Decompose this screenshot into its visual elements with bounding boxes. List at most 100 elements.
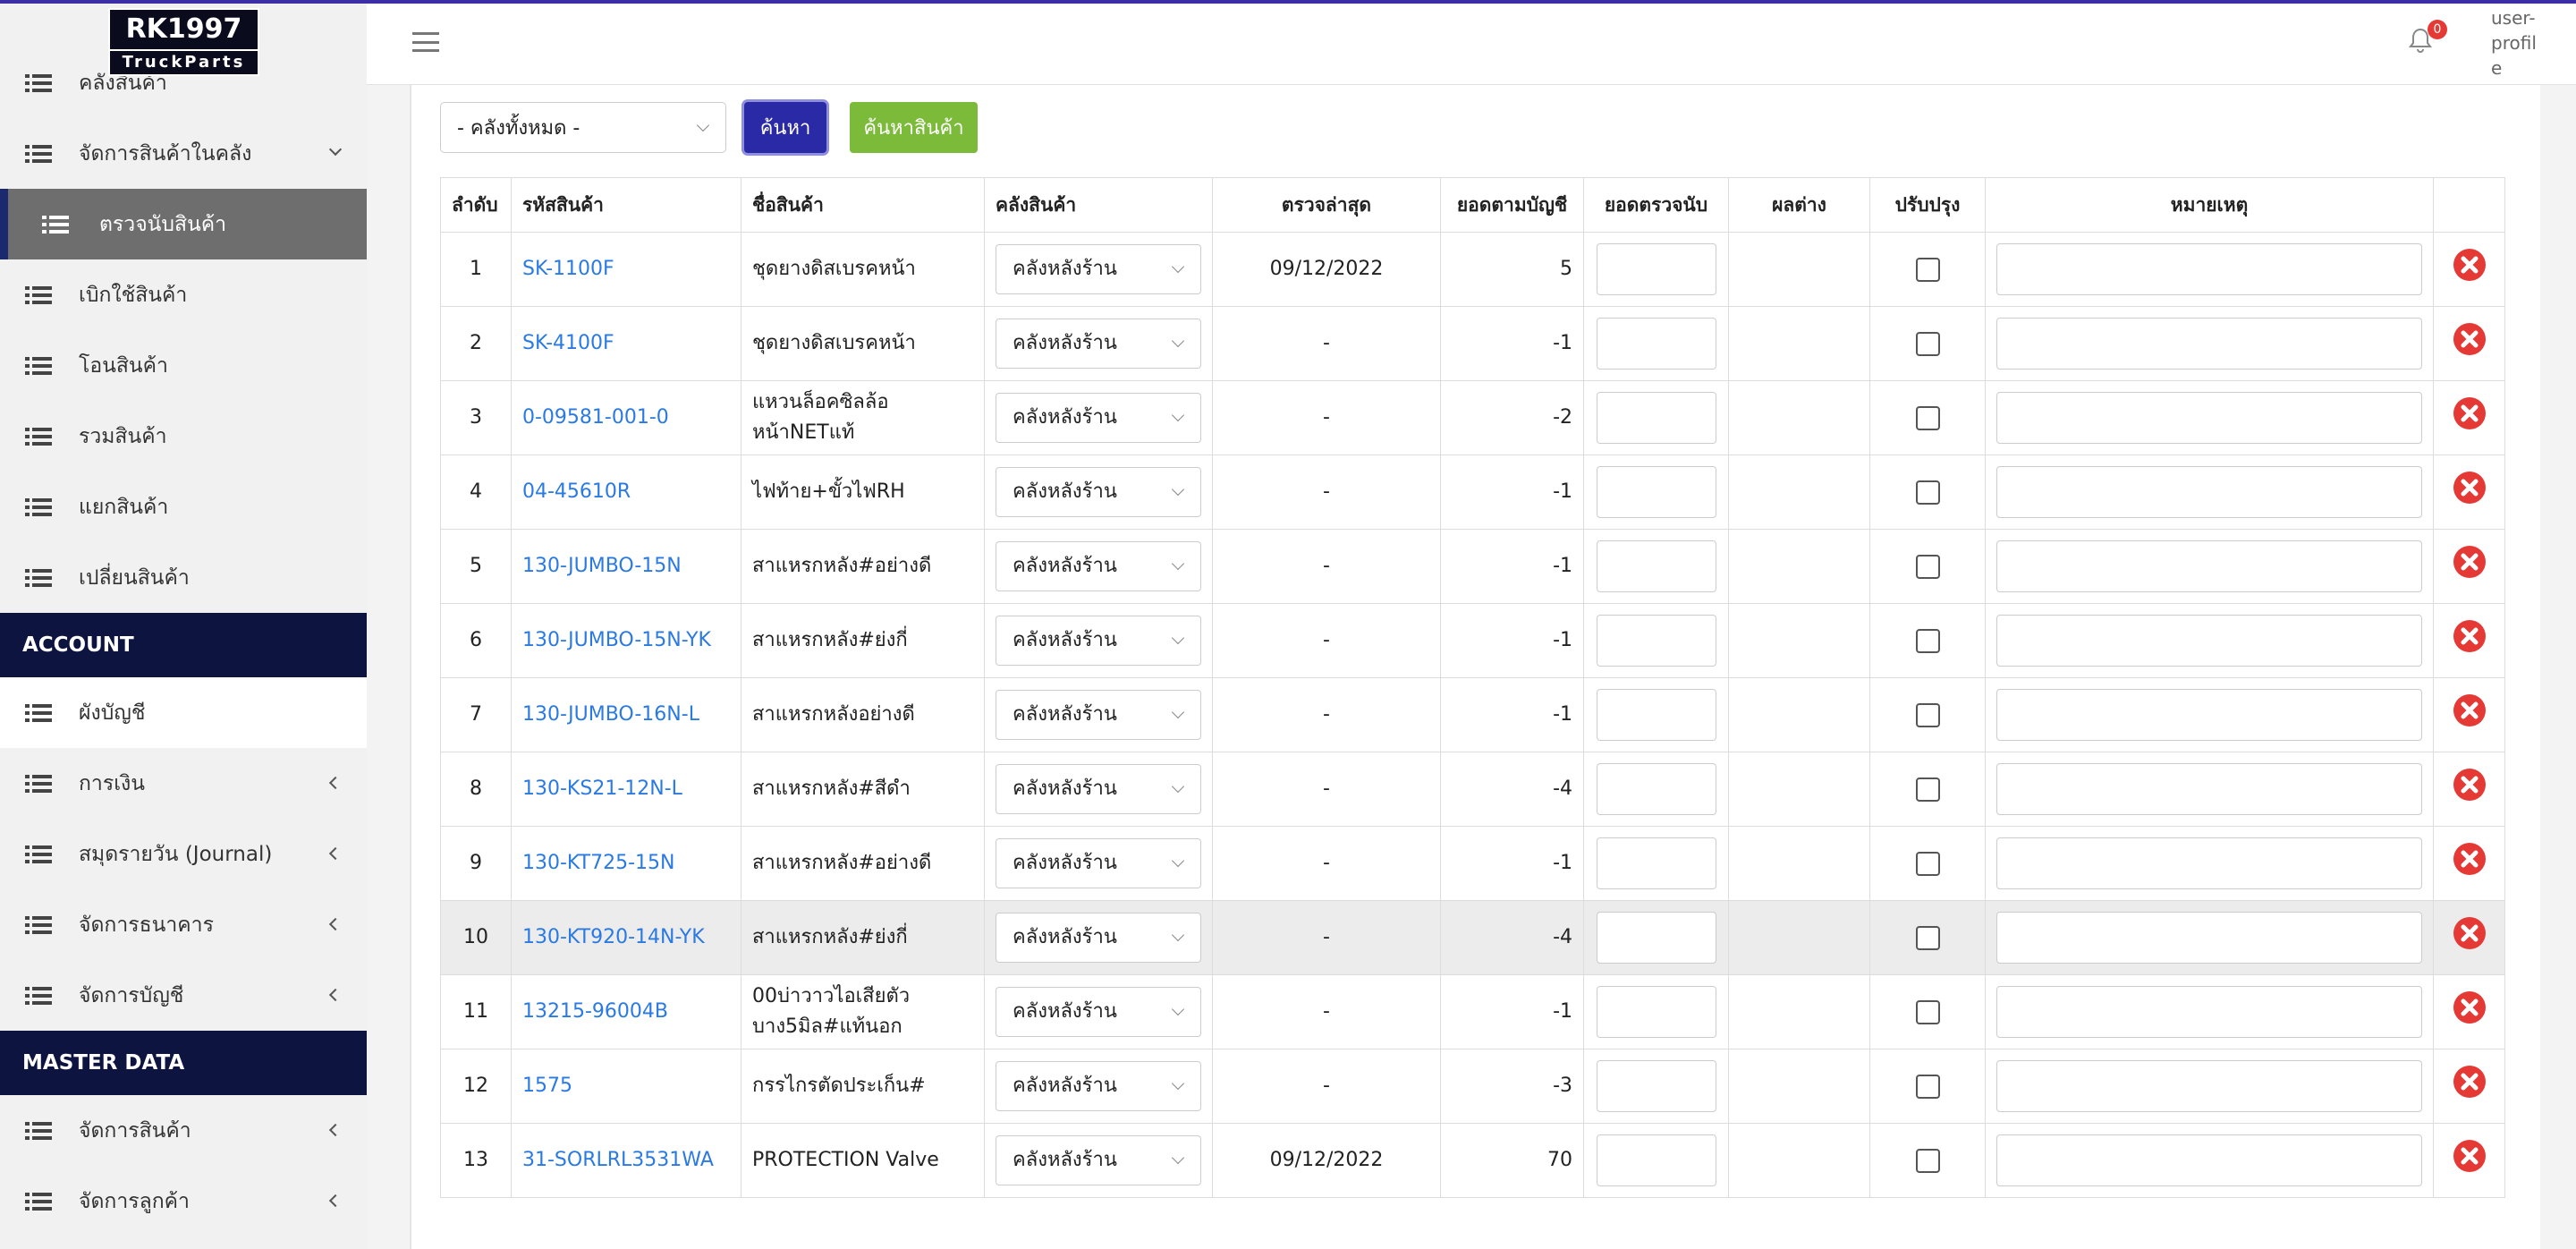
menu-item[interactable]: การเงิน xyxy=(0,748,367,819)
product-code[interactable]: 04-45610R xyxy=(522,480,631,503)
warehouse-select[interactable]: คลังหลังร้าน xyxy=(996,913,1201,963)
warehouse-select[interactable]: คลังหลังร้าน xyxy=(996,244,1201,294)
menu-item[interactable]: จัดการลูกค้า xyxy=(0,1166,367,1236)
menu-item[interactable]: รวมสินค้า xyxy=(0,401,367,472)
warehouse-select[interactable]: คลังหลังร้าน xyxy=(996,764,1201,814)
adjust-checkbox[interactable] xyxy=(1915,1074,1940,1099)
note-input[interactable] xyxy=(1996,837,2422,889)
note-input[interactable] xyxy=(1996,392,2422,444)
count-input[interactable] xyxy=(1596,912,1716,964)
menu-toggle[interactable] xyxy=(412,32,439,52)
product-code[interactable]: 130-KT920-14N-YK xyxy=(522,926,705,948)
count-input[interactable] xyxy=(1596,763,1716,815)
count-input[interactable] xyxy=(1596,540,1716,592)
note-input[interactable] xyxy=(1996,763,2422,815)
warehouse-filter[interactable]: - คลังทั้งหมด - xyxy=(440,102,726,153)
count-input[interactable] xyxy=(1596,318,1716,370)
count-input[interactable] xyxy=(1596,466,1716,518)
note-input[interactable] xyxy=(1996,1134,2422,1186)
notification-bell[interactable] xyxy=(2409,27,2432,54)
adjust-checkbox[interactable] xyxy=(1915,1148,1940,1173)
warehouse-select[interactable]: คลังหลังร้าน xyxy=(996,393,1201,443)
product-code[interactable]: 130-KS21-12N-L xyxy=(522,777,682,800)
product-code[interactable]: SK-1100F xyxy=(522,258,614,280)
note-input[interactable] xyxy=(1996,1060,2422,1112)
product-code[interactable]: 130-JUMBO-15N xyxy=(522,555,682,577)
delete-button[interactable] xyxy=(2453,916,2487,950)
warehouse-select[interactable]: คลังหลังร้าน xyxy=(996,541,1201,591)
warehouse-select[interactable]: คลังหลังร้าน xyxy=(996,838,1201,888)
product-code[interactable]: 13215-96004B xyxy=(522,1000,669,1023)
delete-button[interactable] xyxy=(2453,768,2487,802)
product-code[interactable]: 0-09581-001-0 xyxy=(522,406,669,429)
count-input[interactable] xyxy=(1596,392,1716,444)
adjust-checkbox[interactable] xyxy=(1915,999,1940,1024)
note-input[interactable] xyxy=(1996,689,2422,741)
menu-item[interactable]: เบิกใช้สินค้า xyxy=(0,259,367,330)
menu-item[interactable]: จัดการบัญชี xyxy=(0,960,367,1031)
warehouse-select[interactable]: คลังหลังร้าน xyxy=(996,690,1201,740)
adjust-checkbox[interactable] xyxy=(1915,405,1940,430)
menu-item[interactable]: แยกสินค้า xyxy=(0,472,367,542)
warehouse-select[interactable]: คลังหลังร้าน xyxy=(996,467,1201,517)
user-avatar[interactable]: user-profile xyxy=(2491,7,2537,79)
note-input[interactable] xyxy=(1996,466,2422,518)
note-cell xyxy=(1985,900,2434,975)
product-code[interactable]: 130-KT725-15N xyxy=(522,852,675,874)
product-code[interactable]: 130-JUMBO-15N-YK xyxy=(522,629,711,651)
menu-item[interactable]: เปลี่ยนสินค้า xyxy=(0,542,367,613)
delete-button[interactable] xyxy=(2453,248,2487,282)
product-code[interactable]: 31-SORLRL3531WA xyxy=(522,1149,714,1171)
count-input[interactable] xyxy=(1596,1060,1716,1112)
product-code[interactable]: SK-4100F xyxy=(522,332,614,354)
warehouse-select[interactable]: คลังหลังร้าน xyxy=(996,616,1201,666)
count-input[interactable] xyxy=(1596,689,1716,741)
note-input[interactable] xyxy=(1996,540,2422,592)
menu-item[interactable]: โอนสินค้า xyxy=(0,330,367,401)
delete-button[interactable] xyxy=(2453,693,2487,727)
menu-item[interactable]: จัดการสินค้าในคลัง xyxy=(0,118,367,189)
warehouse-select[interactable]: คลังหลังร้าน xyxy=(996,987,1201,1037)
adjust-checkbox[interactable] xyxy=(1915,851,1940,876)
delete-button[interactable] xyxy=(2453,545,2487,579)
count-input[interactable] xyxy=(1596,1134,1716,1186)
adjust-checkbox[interactable] xyxy=(1915,925,1940,950)
count-input[interactable] xyxy=(1596,615,1716,667)
delete-button[interactable] xyxy=(2453,471,2487,505)
delete-button[interactable] xyxy=(2453,396,2487,430)
count-input[interactable] xyxy=(1596,986,1716,1038)
adjust-checkbox[interactable] xyxy=(1915,257,1940,282)
warehouse-select[interactable]: คลังหลังร้าน xyxy=(996,319,1201,369)
product-code[interactable]: 1575 xyxy=(522,1075,572,1097)
note-input[interactable] xyxy=(1996,615,2422,667)
menu-item[interactable]: สมุดรายวัน (Journal) xyxy=(0,819,367,889)
delete-button[interactable] xyxy=(2453,322,2487,356)
delete-button[interactable] xyxy=(2453,990,2487,1024)
product-code[interactable]: 130-JUMBO-16N-L xyxy=(522,703,699,726)
delete-button[interactable] xyxy=(2453,1065,2487,1099)
delete-button[interactable] xyxy=(2453,619,2487,653)
delete-button[interactable] xyxy=(2453,842,2487,876)
menu-item[interactable]: จัดการธนาคาร xyxy=(0,889,367,960)
menu-item[interactable]: ตรวจนับสินค้า xyxy=(0,189,367,259)
warehouse-select[interactable]: คลังหลังร้าน xyxy=(996,1135,1201,1185)
adjust-checkbox[interactable] xyxy=(1915,628,1940,653)
note-input[interactable] xyxy=(1996,243,2422,295)
count-input[interactable] xyxy=(1596,243,1716,295)
warehouse-select[interactable]: คลังหลังร้าน xyxy=(996,1061,1201,1111)
menu-item[interactable]: ผังบัญชี xyxy=(0,677,367,748)
menu-item[interactable]: จัดการสินค้า xyxy=(0,1095,367,1166)
logo[interactable]: RK1997 TruckParts xyxy=(108,8,259,76)
note-input[interactable] xyxy=(1996,986,2422,1038)
search-button[interactable]: ค้นหา xyxy=(744,102,826,153)
delete-button[interactable] xyxy=(2453,1139,2487,1173)
adjust-checkbox[interactable] xyxy=(1915,702,1940,727)
product-search-button[interactable]: ค้นหาสินค้า xyxy=(850,102,978,153)
note-input[interactable] xyxy=(1996,912,2422,964)
adjust-checkbox[interactable] xyxy=(1915,554,1940,579)
adjust-checkbox[interactable] xyxy=(1915,331,1940,356)
note-input[interactable] xyxy=(1996,318,2422,370)
adjust-checkbox[interactable] xyxy=(1915,777,1940,802)
adjust-checkbox[interactable] xyxy=(1915,480,1940,505)
count-input[interactable] xyxy=(1596,837,1716,889)
